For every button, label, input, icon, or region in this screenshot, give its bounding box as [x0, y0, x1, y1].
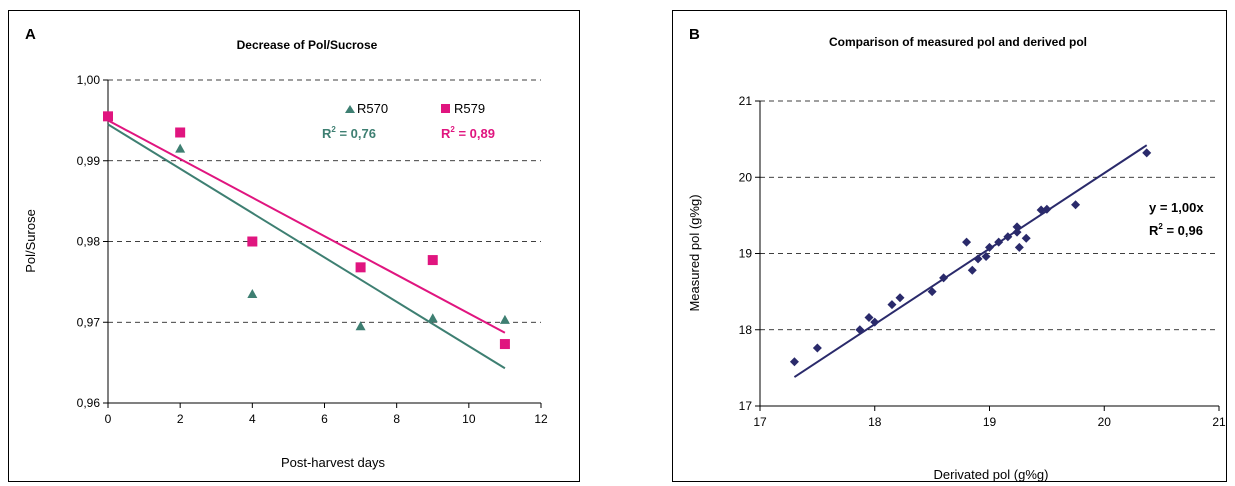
x-tick-label: 18 — [868, 415, 882, 429]
data-point-series — [789, 357, 799, 367]
chart-a-trendlines — [107, 119, 506, 370]
chart-panel-a: A Decrease of Pol/Sucrose 0,96 0,97 0,98 0,… — [8, 10, 580, 482]
r2-r579-sup: 2 — [450, 125, 455, 134]
data-point-series — [967, 265, 977, 275]
data-point-series — [1014, 242, 1024, 252]
chart-a-points — [103, 111, 510, 350]
data-point-series — [973, 254, 983, 264]
chart-a-x-ticks: 0 2 4 6 8 10 12 — [105, 403, 548, 426]
data-point-series — [887, 300, 897, 310]
y-tick-label: 0,98 — [77, 235, 101, 249]
y-tick-label: 0,97 — [77, 315, 101, 329]
chart-panel-b: B Comparison of measured pol and derived… — [672, 10, 1227, 482]
data-point-r579 — [355, 262, 366, 273]
data-point-series — [1021, 233, 1031, 243]
trendline-series — [793, 144, 1148, 378]
data-point-r579 — [427, 255, 438, 266]
x-tick-label: 2 — [177, 412, 184, 426]
r2-r570-value: = 0,76 — [336, 126, 376, 141]
chart-a-title: Decrease of Pol/Sucrose — [237, 38, 378, 52]
data-point-r570 — [247, 288, 258, 298]
r2-r570-sup: 2 — [331, 125, 336, 134]
chart-b-r2: R2 = 0,96 — [1149, 222, 1203, 238]
data-point-series — [1003, 232, 1013, 242]
x-tick-label: 8 — [393, 412, 400, 426]
data-point-r570 — [427, 313, 438, 323]
chart-a-svg: A Decrease of Pol/Sucrose 0,960,970,980,… — [23, 26, 548, 470]
panel-letter-b: B — [689, 26, 700, 43]
data-point-r570 — [355, 321, 366, 331]
data-point-series — [1042, 204, 1052, 214]
data-point-series — [1142, 148, 1152, 158]
x-tick-label: 0 — [105, 412, 112, 426]
r2-r570: R2 = 0,76 — [322, 125, 376, 141]
chart-b-equation: y = 1,00x — [1149, 200, 1204, 215]
r2-r579-value: = 0,89 — [455, 126, 495, 141]
data-point-series — [895, 293, 905, 303]
data-point-series — [927, 287, 937, 297]
data-point-series — [1012, 227, 1022, 237]
y-tick-label: 0,99 — [77, 154, 101, 168]
chart-b-x-ticks: 17 18 19 20 21 — [753, 406, 1226, 429]
chart-b-grid — [760, 100, 1219, 331]
data-point-series — [1036, 205, 1046, 215]
data-point-series — [994, 237, 1004, 247]
data-point-r579 — [175, 127, 186, 138]
chart-a-y-label: Pol/Surose — [23, 209, 38, 273]
x-tick-label: 17 — [753, 415, 767, 429]
chart-b-y-label: Measured pol (g%g) — [687, 194, 702, 311]
x-tick-label: 20 — [1098, 415, 1112, 429]
x-tick-label: 12 — [534, 412, 548, 426]
legend-r570-label: R570 — [357, 101, 388, 116]
y-tick-label: 18 — [739, 323, 753, 337]
x-tick-label: 4 — [249, 412, 256, 426]
chart-a-grid — [108, 79, 541, 323]
legend-r579-label: R579 — [454, 101, 485, 116]
chart-b-trendline — [793, 144, 1148, 378]
data-point-series — [870, 317, 880, 327]
chart-a-y-ticks: 0,96 0,97 0,98 0,99 1,00 — [77, 73, 108, 410]
chart-b-r2-r: R — [1149, 223, 1159, 238]
trendline-r579 — [107, 119, 506, 334]
data-point-series — [1012, 222, 1022, 232]
chart-b-x-label: Derivated pol (g%g) — [934, 467, 1049, 482]
data-point-r579 — [247, 236, 258, 247]
x-tick-label: 19 — [983, 415, 997, 429]
data-point-series — [981, 252, 991, 262]
y-tick-label: 0,96 — [77, 396, 101, 410]
data-point-series — [812, 343, 822, 353]
y-tick-label: 21 — [739, 94, 753, 108]
data-point-r579 — [103, 111, 113, 122]
r2-r579-r: R — [441, 126, 451, 141]
x-tick-label: 21 — [1212, 415, 1226, 429]
x-tick-label: 6 — [321, 412, 328, 426]
data-point-r570 — [499, 314, 510, 324]
chart-b-r2-sup: 2 — [1158, 222, 1163, 231]
r2-r570-r: R — [322, 126, 332, 141]
data-point-series — [864, 313, 874, 323]
y-tick-label: 17 — [739, 399, 753, 413]
y-tick-label: 20 — [739, 170, 753, 184]
legend-r570-marker — [345, 105, 355, 113]
x-tick-label: 10 — [462, 412, 476, 426]
chart-b-title: Comparison of measured pol and derived p… — [829, 35, 1087, 49]
data-point-series — [939, 273, 949, 283]
chart-b-points — [789, 148, 1152, 367]
chart-b-r2-value: = 0,96 — [1163, 223, 1203, 238]
data-point-series — [962, 237, 972, 247]
panel-letter-a: A — [25, 26, 36, 43]
data-point-r570 — [175, 143, 186, 153]
chart-a-x-label: Post-harvest days — [281, 455, 386, 470]
y-tick-label: 1,00 — [77, 73, 101, 87]
r2-r579: R2 = 0,89 — [441, 125, 495, 141]
data-point-r579 — [499, 339, 510, 350]
legend-r579-marker — [441, 104, 450, 113]
data-point-series — [1071, 200, 1081, 210]
chart-b-y-ticks: 17 18 19 20 21 — [739, 94, 760, 413]
data-point-series — [855, 325, 865, 335]
data-point-series — [985, 242, 994, 252]
chart-b-svg: B Comparison of measured pol and derived… — [687, 26, 1226, 482]
y-tick-label: 19 — [739, 247, 753, 261]
trendline-r570 — [107, 123, 506, 370]
